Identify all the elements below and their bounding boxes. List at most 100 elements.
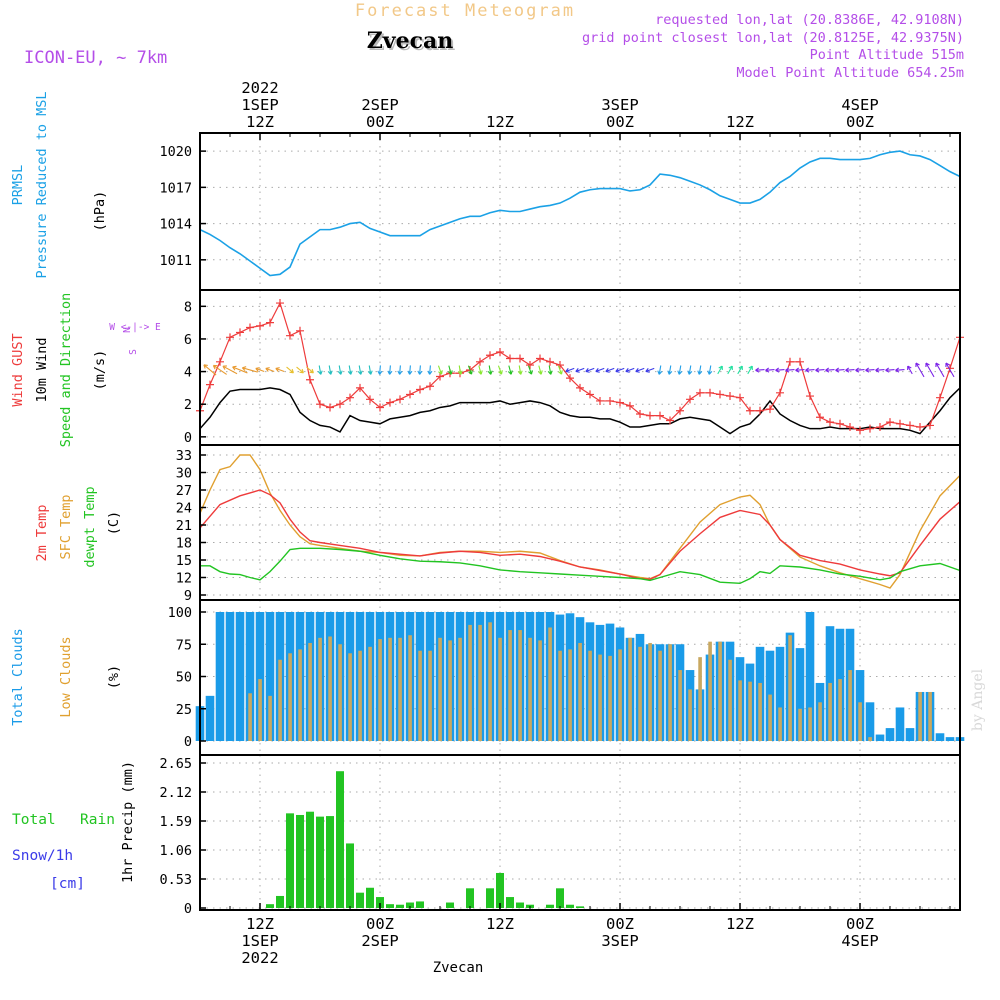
bottom-time-label: 12Z [486, 915, 514, 933]
low-cloud-bar [358, 650, 362, 741]
gust-marker [486, 351, 494, 360]
gust-marker [526, 361, 534, 370]
gust-marker [346, 393, 354, 402]
temperature-frame [199, 444, 961, 601]
wind-direction-arrow [547, 365, 553, 375]
wind-direction-arrow [875, 367, 885, 373]
rain-bar [396, 904, 404, 908]
gust-marker [236, 328, 244, 337]
low-cloud-bar [368, 646, 372, 741]
low-cloud-bar [288, 653, 292, 741]
footer-location: Zvecan [433, 960, 484, 976]
low-cloud-bar [728, 659, 732, 741]
low-cloud-bar [638, 646, 642, 741]
compass-rose: N W <-|-> E S [109, 322, 161, 355]
low-cloud-bar [928, 691, 932, 741]
top-time-label: 4SEP [841, 96, 878, 114]
product-title: Forecast Meteogram [355, 1, 575, 21]
gust-marker [706, 388, 714, 397]
bottom-time-label: 00Z [366, 915, 394, 933]
bottom-time-label: 12Z [726, 915, 754, 933]
precip-axis-label: 1hr Precip (mm) [120, 761, 136, 883]
precip-ytick-label: 2.65 [159, 756, 192, 772]
compass-we: W <-|-> E [109, 322, 161, 333]
wind-direction-arrow [517, 365, 523, 375]
low-cloud-bar [688, 689, 692, 741]
wind-direction-arrow [747, 365, 753, 375]
wind-direction-arrow [677, 365, 683, 375]
gust-marker [766, 405, 774, 414]
low-cloud-bar [308, 642, 312, 741]
precip-ytick-label: 1.59 [159, 814, 192, 830]
temperature-ytick-label: 21 [176, 518, 192, 534]
bottom-time-label: 1SEP [241, 932, 278, 950]
gust-marker [746, 406, 754, 415]
pressure-ytick-label: 1020 [159, 144, 192, 160]
gust-marker [556, 361, 564, 370]
low-cloud-bar [498, 637, 502, 741]
low-cloud-bar [568, 649, 572, 741]
low-cloud-bar [528, 637, 532, 741]
gust-marker [646, 411, 654, 420]
low-cloud-bar [268, 695, 272, 741]
rain-bar [566, 904, 574, 908]
gust-marker [596, 396, 604, 405]
gust-marker [506, 354, 514, 363]
rain-bar [286, 813, 294, 908]
low-cloud-bar [348, 653, 352, 741]
low-cloud-bar [518, 630, 522, 741]
gust-marker [256, 321, 264, 330]
snow-unit: [cm] [50, 876, 85, 892]
wind-direction-arrow [222, 365, 238, 375]
low-cloud-bar [248, 693, 252, 741]
wind-direction-arrow [815, 367, 825, 373]
low-cloud-bar [858, 702, 862, 741]
wind-direction-arrow [265, 367, 275, 373]
total-cloud-bar [865, 702, 875, 741]
low-cloud-bar [868, 737, 872, 741]
gust-marker [756, 406, 764, 415]
wind-direction-arrow [697, 365, 703, 375]
top-time-label: 00Z [366, 113, 394, 131]
gust-marker [406, 390, 414, 399]
low-cloud-bar [318, 637, 322, 741]
pressure-line [199, 150, 961, 277]
low-cloud-bar [788, 635, 792, 741]
gust-marker [666, 416, 674, 425]
model-altitude: Model Point Altitude 654.25m [736, 65, 964, 81]
gust-marker [226, 333, 234, 342]
low-cloud-bar [328, 636, 332, 741]
wind-label: 10m Wind [34, 337, 50, 402]
wind-direction-arrow [795, 367, 805, 373]
rain-bar [386, 904, 394, 908]
wind-direction-arrow [895, 367, 905, 373]
snow-label: Snow/1h [12, 848, 73, 864]
wind-dir-label: Speed and Direction [58, 293, 74, 447]
clouds-ytick-label: 75 [176, 637, 192, 653]
gust-marker [306, 375, 314, 384]
wind-direction-arrow [457, 365, 463, 375]
wind-direction-arrow [625, 367, 635, 373]
clouds-ytick-label: 25 [176, 702, 192, 718]
pressure-unit: (hPa) [92, 191, 108, 232]
gust-marker [686, 395, 694, 404]
wind-direction-arrow [925, 362, 935, 378]
gust-marker [206, 380, 214, 389]
total-cloud-bar [945, 737, 955, 741]
grid-layer [200, 133, 960, 910]
low-cloud-bar [798, 708, 802, 741]
wind-direction-arrow [296, 366, 304, 374]
gust-marker [716, 390, 724, 399]
gust-marker [276, 299, 284, 308]
rain-bar [576, 906, 584, 908]
wind-ytick-label: 6 [184, 332, 192, 348]
clouds-ytick-label: 0 [184, 734, 192, 750]
wind-direction-arrow [497, 365, 503, 375]
low-cloud-bar [738, 680, 742, 741]
rain-bar [326, 816, 334, 908]
wind-direction-arrow [845, 367, 855, 373]
temperature-ytick-label: 12 [176, 571, 192, 587]
low-cloud-bar [628, 637, 632, 741]
rain-bar [486, 888, 494, 908]
